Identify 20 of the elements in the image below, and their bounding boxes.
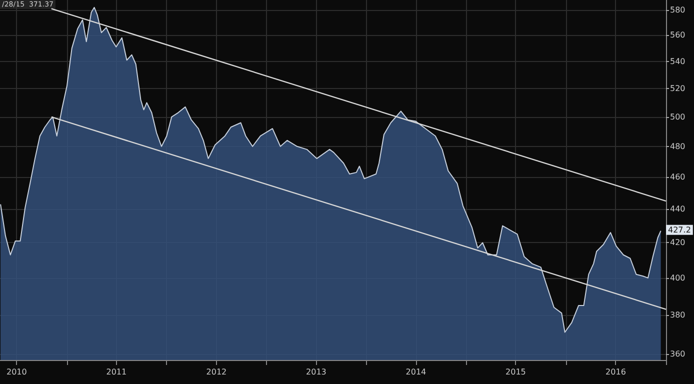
y-tick-label: 540 [670, 56, 686, 66]
text: 427.2 [668, 225, 691, 234]
x-tick-label: 2015 [506, 368, 526, 376]
y-tick-label: 560 [670, 30, 686, 40]
y-tick-label: 460 [670, 172, 686, 182]
y-tick-label: 520 [670, 84, 686, 94]
y-tick-label: 480 [670, 142, 686, 151]
y-tick-label: 580 [670, 5, 686, 14]
x-tick-label: 2013 [306, 368, 326, 376]
x-tick-label: 2014 [406, 368, 426, 376]
x-tick-label: 2016 [606, 368, 626, 376]
y-tick-label: 500 [670, 112, 686, 122]
y-tick-label: 440 [670, 204, 686, 214]
x-tick-label: 2010 [6, 368, 27, 376]
x-tick-label: 2011 [106, 368, 127, 376]
y-tick-label: 400 [670, 273, 686, 282]
y-tick-label: 420 [670, 238, 686, 248]
x-tick-label: 2012 [206, 368, 227, 376]
y-tick-label: 380 [670, 310, 686, 320]
y-tick-label: 360 [670, 349, 686, 358]
